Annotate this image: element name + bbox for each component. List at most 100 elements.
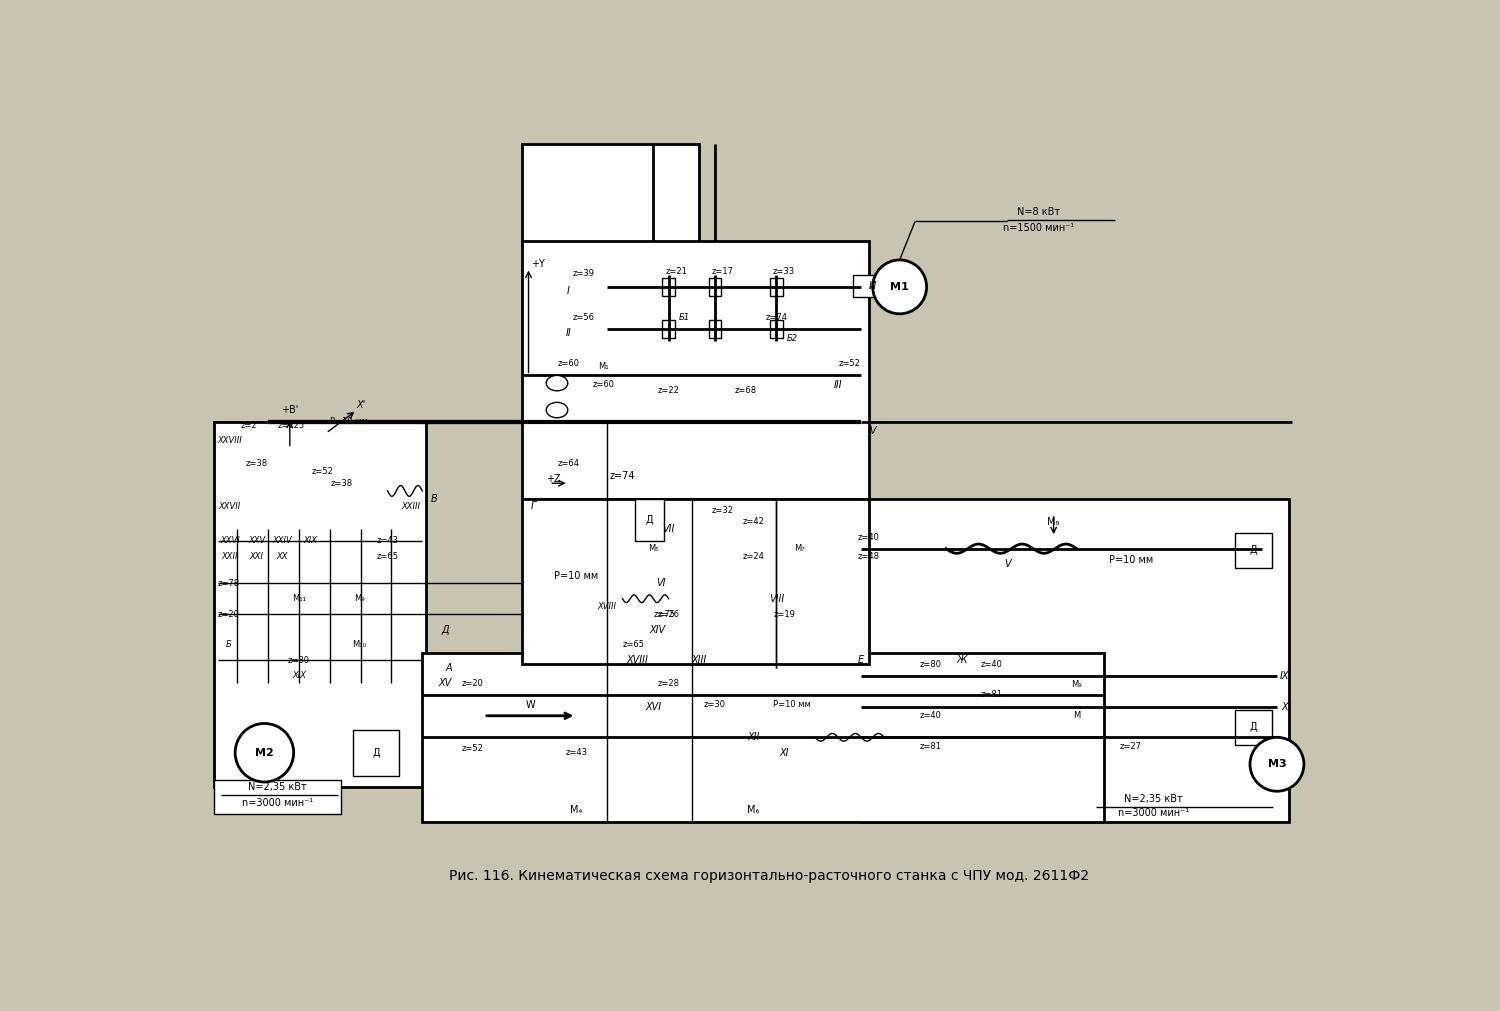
Text: В: В xyxy=(430,493,436,503)
Text: VIII: VIII xyxy=(770,593,784,604)
Text: z=28: z=28 xyxy=(657,679,680,687)
Text: z=20: z=20 xyxy=(217,610,238,619)
Text: z=19: z=19 xyxy=(772,610,795,619)
Bar xyxy=(1234,711,1272,745)
Text: z=43: z=43 xyxy=(376,537,399,546)
Text: XVI: XVI xyxy=(645,702,662,712)
Text: +Y: +Y xyxy=(531,259,544,269)
Bar xyxy=(663,319,675,339)
Text: XIX: XIX xyxy=(292,671,306,680)
Text: z=32: z=32 xyxy=(711,506,734,515)
Text: z=65: z=65 xyxy=(622,640,645,649)
Text: n=3000 мин⁻¹: n=3000 мин⁻¹ xyxy=(1118,808,1190,818)
Bar xyxy=(522,498,868,664)
Text: Б: Б xyxy=(225,640,231,649)
Text: z=64: z=64 xyxy=(558,459,579,468)
Text: XXVI: XXVI xyxy=(220,537,240,546)
Text: M₁: M₁ xyxy=(598,362,609,371)
Text: z=225: z=225 xyxy=(278,421,304,430)
Text: z=43: z=43 xyxy=(566,748,588,757)
Text: M₇: M₇ xyxy=(794,544,806,553)
Text: XIX: XIX xyxy=(303,537,318,546)
Bar xyxy=(853,275,891,297)
Text: P=10 мм: P=10 мм xyxy=(1108,555,1154,565)
Text: M₉: M₉ xyxy=(1071,680,1082,690)
Text: z=48: z=48 xyxy=(858,552,880,561)
Text: z=38: z=38 xyxy=(330,479,352,487)
Text: XXIV: XXIV xyxy=(272,537,292,546)
Text: z=80: z=80 xyxy=(920,659,942,668)
Bar xyxy=(352,730,399,775)
Text: XVIII: XVIII xyxy=(597,602,616,611)
Bar xyxy=(708,319,722,339)
Text: z=74: z=74 xyxy=(765,313,788,323)
Text: z=42: z=42 xyxy=(742,518,765,526)
Text: M₁₀: M₁₀ xyxy=(352,640,366,649)
Bar xyxy=(861,498,1288,822)
Text: XVIII: XVIII xyxy=(627,655,650,665)
Text: XII: XII xyxy=(747,732,759,742)
Ellipse shape xyxy=(546,375,568,391)
Text: III: III xyxy=(834,380,843,389)
Text: М1: М1 xyxy=(891,282,909,292)
Text: M₈: M₈ xyxy=(1047,517,1060,527)
Text: z=75: z=75 xyxy=(654,610,676,619)
Text: z=26: z=26 xyxy=(657,610,680,619)
Text: M₅: M₅ xyxy=(648,544,658,553)
Bar xyxy=(708,278,722,296)
Text: z=52: z=52 xyxy=(310,467,333,476)
Text: Рис. 116. Кинематическая схема горизонтально-расточного станка с ЧПУ мод. 2611Ф2: Рис. 116. Кинематическая схема горизонта… xyxy=(448,868,1089,883)
Circle shape xyxy=(873,260,927,313)
Bar xyxy=(771,319,783,339)
Text: XIII: XIII xyxy=(692,655,706,665)
Text: XI: XI xyxy=(780,748,789,757)
Text: XIV: XIV xyxy=(650,625,664,635)
Text: XXVIII: XXVIII xyxy=(217,437,242,446)
Text: z=52: z=52 xyxy=(839,359,861,368)
Bar xyxy=(771,278,783,296)
Text: z=78: z=78 xyxy=(217,579,240,587)
Text: z=56: z=56 xyxy=(573,313,596,323)
Text: +Z: +Z xyxy=(546,474,561,484)
Text: Д: Д xyxy=(1250,722,1257,732)
Text: z=60: z=60 xyxy=(592,380,613,389)
Text: XV: XV xyxy=(438,678,452,688)
Text: И: И xyxy=(868,281,876,291)
Text: N=8 кВт: N=8 кВт xyxy=(1017,207,1060,217)
Text: Ж: Ж xyxy=(956,655,966,665)
Text: n=1500 мин⁻¹: n=1500 мин⁻¹ xyxy=(1002,222,1074,233)
Text: M₆: M₆ xyxy=(747,806,759,816)
Text: z=17: z=17 xyxy=(711,267,734,276)
Text: VII: VII xyxy=(663,525,675,535)
Text: N=2,35 кВт: N=2,35 кВт xyxy=(248,783,308,793)
Bar xyxy=(423,653,1104,822)
Text: z=80: z=80 xyxy=(288,656,310,665)
Text: n=3000 мин⁻¹: n=3000 мин⁻¹ xyxy=(242,798,314,808)
Text: XXIII: XXIII xyxy=(400,501,420,511)
Text: M₁₁: M₁₁ xyxy=(292,594,306,604)
Text: XXII: XXII xyxy=(222,552,238,561)
Text: Д: Д xyxy=(441,625,448,635)
Bar xyxy=(1234,533,1272,568)
Text: VI: VI xyxy=(656,578,666,588)
Text: V: V xyxy=(1004,559,1011,569)
Text: z=81: z=81 xyxy=(981,691,1004,700)
Text: Е: Е xyxy=(858,655,864,665)
Text: X: X xyxy=(1281,702,1288,712)
Text: Д: Д xyxy=(1250,545,1257,555)
Text: M₉: M₉ xyxy=(354,594,364,604)
Text: z=74: z=74 xyxy=(609,470,634,480)
Text: IV: IV xyxy=(868,426,877,436)
Text: z=65: z=65 xyxy=(376,552,399,561)
Text: z=24: z=24 xyxy=(742,552,765,561)
Text: XXV: XXV xyxy=(248,537,266,546)
Text: XX: XX xyxy=(276,552,288,561)
Text: z=81: z=81 xyxy=(920,742,942,751)
Text: z=27: z=27 xyxy=(1119,742,1142,751)
Text: z=38: z=38 xyxy=(246,459,268,468)
Bar xyxy=(214,422,426,788)
Text: z=30: z=30 xyxy=(704,700,726,709)
Text: Г: Г xyxy=(531,501,537,512)
Ellipse shape xyxy=(546,402,568,418)
Text: z=22: z=22 xyxy=(657,386,680,395)
